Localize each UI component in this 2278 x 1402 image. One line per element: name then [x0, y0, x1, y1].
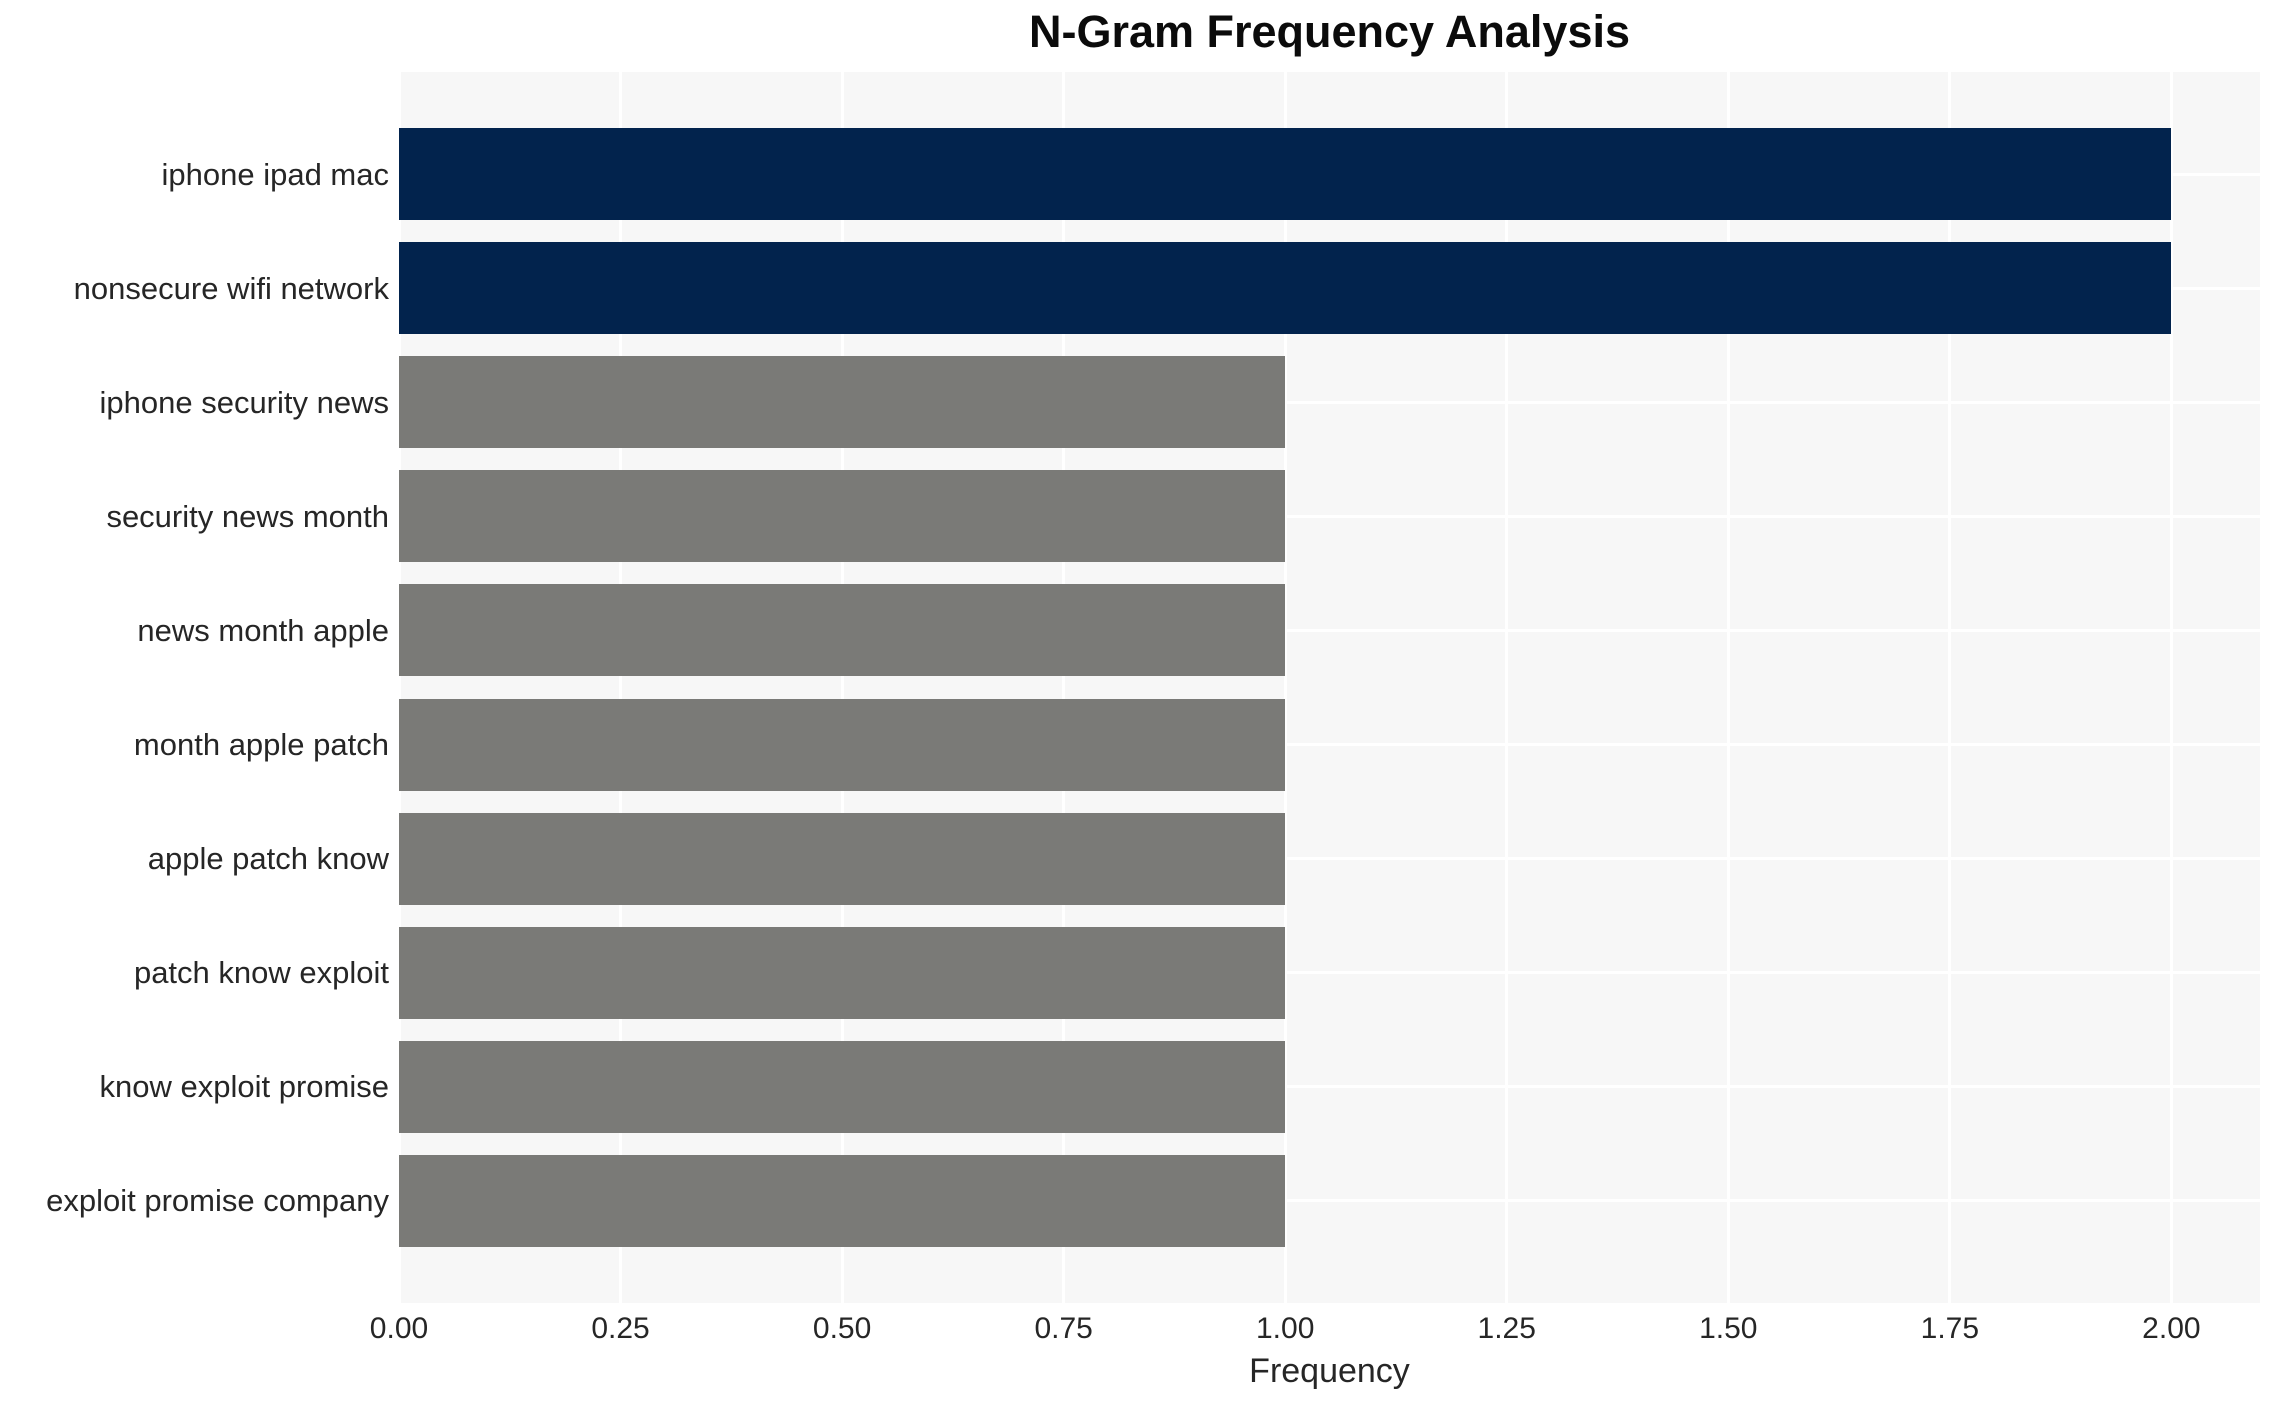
- v-gridline: [1062, 72, 1066, 1303]
- v-gridline: [619, 72, 623, 1303]
- v-gridline: [1283, 72, 1287, 1303]
- x-axis-label: Frequency: [1249, 1352, 1410, 1390]
- bar: [399, 242, 2172, 335]
- v-gridline: [1726, 72, 1730, 1303]
- bar: [399, 1154, 1286, 1247]
- bar: [399, 584, 1286, 677]
- y-tick-label: security news month: [106, 498, 389, 534]
- plot-area: [399, 72, 2260, 1303]
- chart-title: N-Gram Frequency Analysis: [1028, 6, 1631, 57]
- x-tick-label: 1.50: [1699, 1312, 1758, 1345]
- y-tick-label: iphone ipad mac: [161, 156, 390, 192]
- x-tick-label: 1.00: [1255, 1312, 1315, 1345]
- h-gridline: [399, 1199, 2260, 1203]
- h-gridline: [399, 857, 2260, 861]
- y-tick-label: nonsecure wifi network: [73, 270, 389, 306]
- y-tick-label: exploit promise company: [46, 1183, 389, 1219]
- bar: [399, 470, 1286, 563]
- y-tick-label: news month apple: [137, 612, 389, 648]
- v-gridline: [399, 72, 401, 1303]
- x-tick-label: 0.25: [591, 1312, 650, 1345]
- h-gridline: [399, 971, 2260, 975]
- x-tick-label: 2.00: [2142, 1312, 2201, 1345]
- h-gridline: [399, 1085, 2260, 1089]
- v-gridline: [1948, 72, 1952, 1303]
- bar: [399, 356, 1286, 449]
- x-tick-label: 1.25: [1477, 1312, 1536, 1345]
- x-tick-label: 1.75: [1920, 1312, 1980, 1345]
- x-tick-label: 0.75: [1034, 1312, 1093, 1345]
- v-gridline: [2169, 72, 2173, 1303]
- y-tick-label: iphone security news: [99, 384, 390, 420]
- h-gridline: [399, 514, 2260, 518]
- h-gridline: [399, 628, 2260, 632]
- bar: [399, 812, 1286, 905]
- y-tick-label: month apple patch: [133, 727, 389, 762]
- y-tick-label: know exploit promise: [99, 1069, 389, 1105]
- bar: [399, 1040, 1286, 1133]
- h-gridline: [399, 743, 2260, 746]
- y-tick-label: apple patch know: [147, 841, 389, 877]
- x-tick-label: 0.50: [812, 1312, 872, 1345]
- v-gridline: [840, 72, 844, 1303]
- bar: [399, 698, 1286, 791]
- bar: [399, 128, 2172, 220]
- y-tick-label: patch know exploit: [133, 955, 389, 991]
- v-gridline: [1505, 72, 1509, 1303]
- bar: [399, 926, 1286, 1019]
- h-gridline: [399, 400, 2260, 404]
- x-tick-label: 0.00: [369, 1312, 429, 1345]
